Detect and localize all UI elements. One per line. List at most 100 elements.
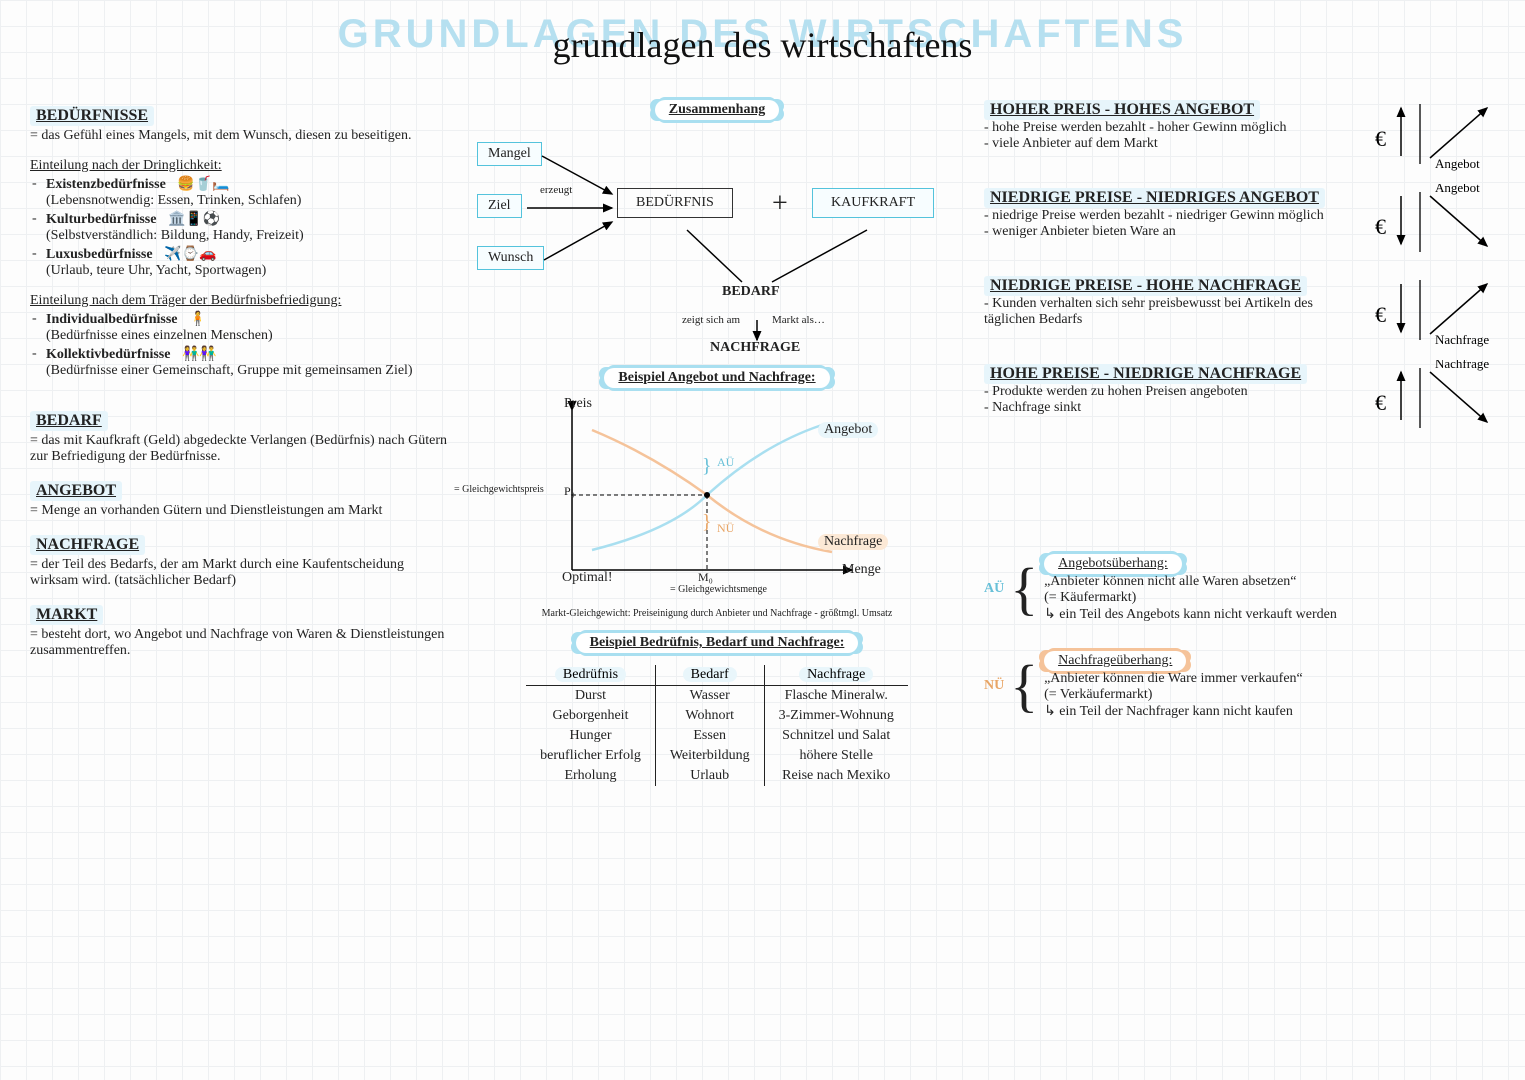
nu-line: (= Verkäufermarkt) [1044, 687, 1152, 702]
def-beduerfnisse: = das Gefühl eines Mangels, mit dem Wuns… [30, 128, 450, 144]
left-column: BEDÜRFNISSE = das Gefühl eines Mangels, … [30, 100, 450, 786]
table-cell: Weiterbildung [655, 746, 764, 766]
svg-text:}: } [702, 455, 712, 477]
scenario-heading: NIEDRIGE PREISE - NIEDRIGES ANGEBOT [984, 188, 1325, 208]
label-bedarf: BEDARF [722, 284, 780, 300]
label-m0: M₀ [698, 570, 713, 585]
svg-text:NÜ: NÜ [717, 521, 735, 535]
axis-x-label: Menge [842, 562, 881, 578]
table-cell: Durst [526, 686, 655, 707]
list-item-paren: (Bedürfnisse einer Gemeinschaft, Gruppe … [46, 363, 413, 378]
table-cell: Flasche Mineralw. [764, 686, 908, 707]
list-item-label: Kollektivbedürfnisse [46, 347, 170, 362]
scenario-heading: HOHER PREIS - HOHES ANGEBOT [984, 100, 1260, 120]
au-title: Angebotsüberhang: [1044, 554, 1182, 574]
section-chart: Beispiel Angebot und Nachfrage: [604, 368, 829, 388]
def-nachfrage: = der Teil des Bedarfs, der am Markt dur… [30, 557, 450, 589]
list-dringlichkeit: Existenzbedürfnisse 🍔🥤🛏️ (Lebensnotwendi… [30, 176, 450, 279]
def-bedarf: = das mit Kaufkraft (Geld) abgedeckte Ve… [30, 433, 450, 465]
nu-label: NÜ [984, 678, 1004, 694]
example-table: Bedrüfnis Bedarf Nachfrage DurstWasserFl… [526, 665, 908, 786]
table-cell: 3-Zimmer-Wohnung [764, 706, 908, 726]
table-cell: Hunger [526, 726, 655, 746]
table-cell: Urlaub [655, 766, 764, 786]
price-scenario: HOHE PREISE - NIEDRIGE NACHFRAGE - Produ… [984, 364, 1495, 438]
emoji-icon: 🧍 [189, 312, 206, 327]
table-row: beruflicher ErfolgWeiterbildunghöhere St… [526, 746, 908, 766]
scenario-lines: - Produkte werden zu hohen Preisen angeb… [984, 384, 1365, 416]
th: Bedrüfnis [555, 667, 626, 682]
list-item-paren: (Bedürfnisse eines einzelnen Menschen) [46, 328, 273, 343]
emoji-icon: ✈️⌚🚗 [164, 247, 216, 262]
axis-y-label: Preis [564, 396, 592, 412]
table-row: HungerEssenSchnitzel und Salat [526, 726, 908, 746]
page-title: grundlagen des wirtschaftens [0, 24, 1525, 66]
svg-text:Nachfrage: Nachfrage [1435, 360, 1489, 371]
table-cell: Geborgenheit [526, 706, 655, 726]
au-line: ↳ ein Teil des Angebots kann nicht verka… [1044, 607, 1337, 622]
trend-glyph: € Angebot [1375, 96, 1495, 174]
list-item-label: Luxusbedürfnisse [46, 247, 153, 262]
price-scenario: NIEDRIGE PREISE - NIEDRIGES ANGEBOT - ni… [984, 188, 1495, 262]
heading-nachfrage: NACHFRAGE [30, 535, 145, 555]
table-cell: Wohnort [655, 706, 764, 726]
section-table: Beispiel Bedrüfnis, Bedarf und Nachfrage… [576, 633, 859, 653]
heading-angebot: ANGEBOT [30, 481, 122, 501]
note-m0: = Gleichgewichtsmenge [670, 584, 767, 595]
nu-title: Nachfrageüberhang: [1044, 651, 1186, 671]
section-zusammenhang: Zusammenhang [655, 100, 779, 120]
scenario-heading: NIEDRIGE PREISE - HOHE NACHFRAGE [984, 276, 1307, 296]
svg-text:}: } [702, 511, 712, 533]
list-item-label: Existenzbedürfnisse [46, 177, 166, 192]
note-p0: = Gleichgewichtspreis [454, 484, 544, 495]
svg-text:€: € [1375, 302, 1386, 327]
label-nachfrage: NACHFRAGE [710, 340, 800, 356]
heading-bedarf: BEDARF [30, 411, 108, 431]
list-item-paren: (Urlaub, teure Uhr, Yacht, Sportwagen) [46, 263, 266, 278]
svg-text:Nachfrage: Nachfrage [1435, 332, 1489, 347]
flow-arrows [472, 132, 962, 362]
table-cell: Wasser [655, 686, 764, 707]
right-column: HOHER PREIS - HOHES ANGEBOT - hohe Preis… [984, 100, 1495, 786]
trend-glyph: € Nachfrage [1375, 360, 1495, 438]
emoji-icon: 🍔🥤🛏️ [177, 177, 229, 192]
list-item-label: Kulturbedürfnisse [46, 212, 156, 227]
au-line: „Anbieter können nicht alle Waren absetz… [1044, 574, 1296, 589]
scenario-lines: - hohe Preise werden bezahlt - hoher Gew… [984, 120, 1365, 152]
svg-text:Angebot: Angebot [1435, 184, 1480, 195]
table-cell: beruflicher Erfolg [526, 746, 655, 766]
list-item-label: Individualbedürfnisse [46, 312, 178, 327]
flow-diagram: Mangel Ziel Wunsch BEDÜRFNIS + KAUFKRAFT… [472, 132, 962, 362]
sub-dringlichkeit: Einteilung nach der Dringlichkeit: [30, 158, 450, 174]
sub-traeger: Einteilung nach dem Träger der Bedürfnis… [30, 293, 450, 309]
label-p0: P₀ [564, 484, 575, 499]
brace-icon: { [1010, 560, 1038, 618]
chart-footer: Markt-Gleichgewicht: Preiseinigung durch… [472, 608, 962, 619]
nu-line: ↳ ein Teil der Nachfrager kann nicht kau… [1044, 704, 1293, 719]
table-cell: Reise nach Mexiko [764, 766, 908, 786]
table-cell: Essen [655, 726, 764, 746]
trend-glyph: € Nachfrage [1375, 272, 1495, 350]
th: Bedarf [683, 667, 737, 682]
label-marktals: Markt als… [772, 314, 825, 326]
brace-icon: { [1010, 657, 1038, 715]
nu-line: „Anbieter können die Ware immer verkaufe… [1044, 671, 1303, 686]
middle-column: Zusammenhang Mangel Ziel Wunsch BEDÜRFNI… [472, 100, 962, 786]
overhang-au: AÜ { Angebotsüberhang: „Anbieter können … [984, 554, 1495, 623]
list-traeger: Individualbedürfnisse 🧍 (Bedürfnisse ein… [30, 311, 450, 379]
au-line: (= Käufermarkt) [1044, 590, 1136, 605]
svg-text:Angebot: Angebot [1435, 156, 1480, 171]
label-zeigt: zeigt sich am [682, 314, 740, 326]
svg-text:€: € [1375, 390, 1386, 415]
price-scenario: HOHER PREIS - HOHES ANGEBOT - hohe Preis… [984, 100, 1495, 174]
heading-beduerfnisse: BEDÜRFNISSE [30, 106, 154, 126]
table-cell: Erholung [526, 766, 655, 786]
trend-glyph: € Angebot [1375, 184, 1495, 262]
overhang-nu: NÜ { Nachfrageüberhang: „Anbieter können… [984, 651, 1495, 720]
table-row: GeborgenheitWohnort3-Zimmer-Wohnung [526, 706, 908, 726]
emoji-icon: 👫👫 [182, 347, 217, 362]
price-scenario: NIEDRIGE PREISE - HOHE NACHFRAGE - Kunde… [984, 276, 1495, 350]
label-angebot: Angebot [818, 422, 878, 438]
scenario-heading: HOHE PREISE - NIEDRIGE NACHFRAGE [984, 364, 1307, 384]
heading-markt: MARKT [30, 605, 103, 625]
